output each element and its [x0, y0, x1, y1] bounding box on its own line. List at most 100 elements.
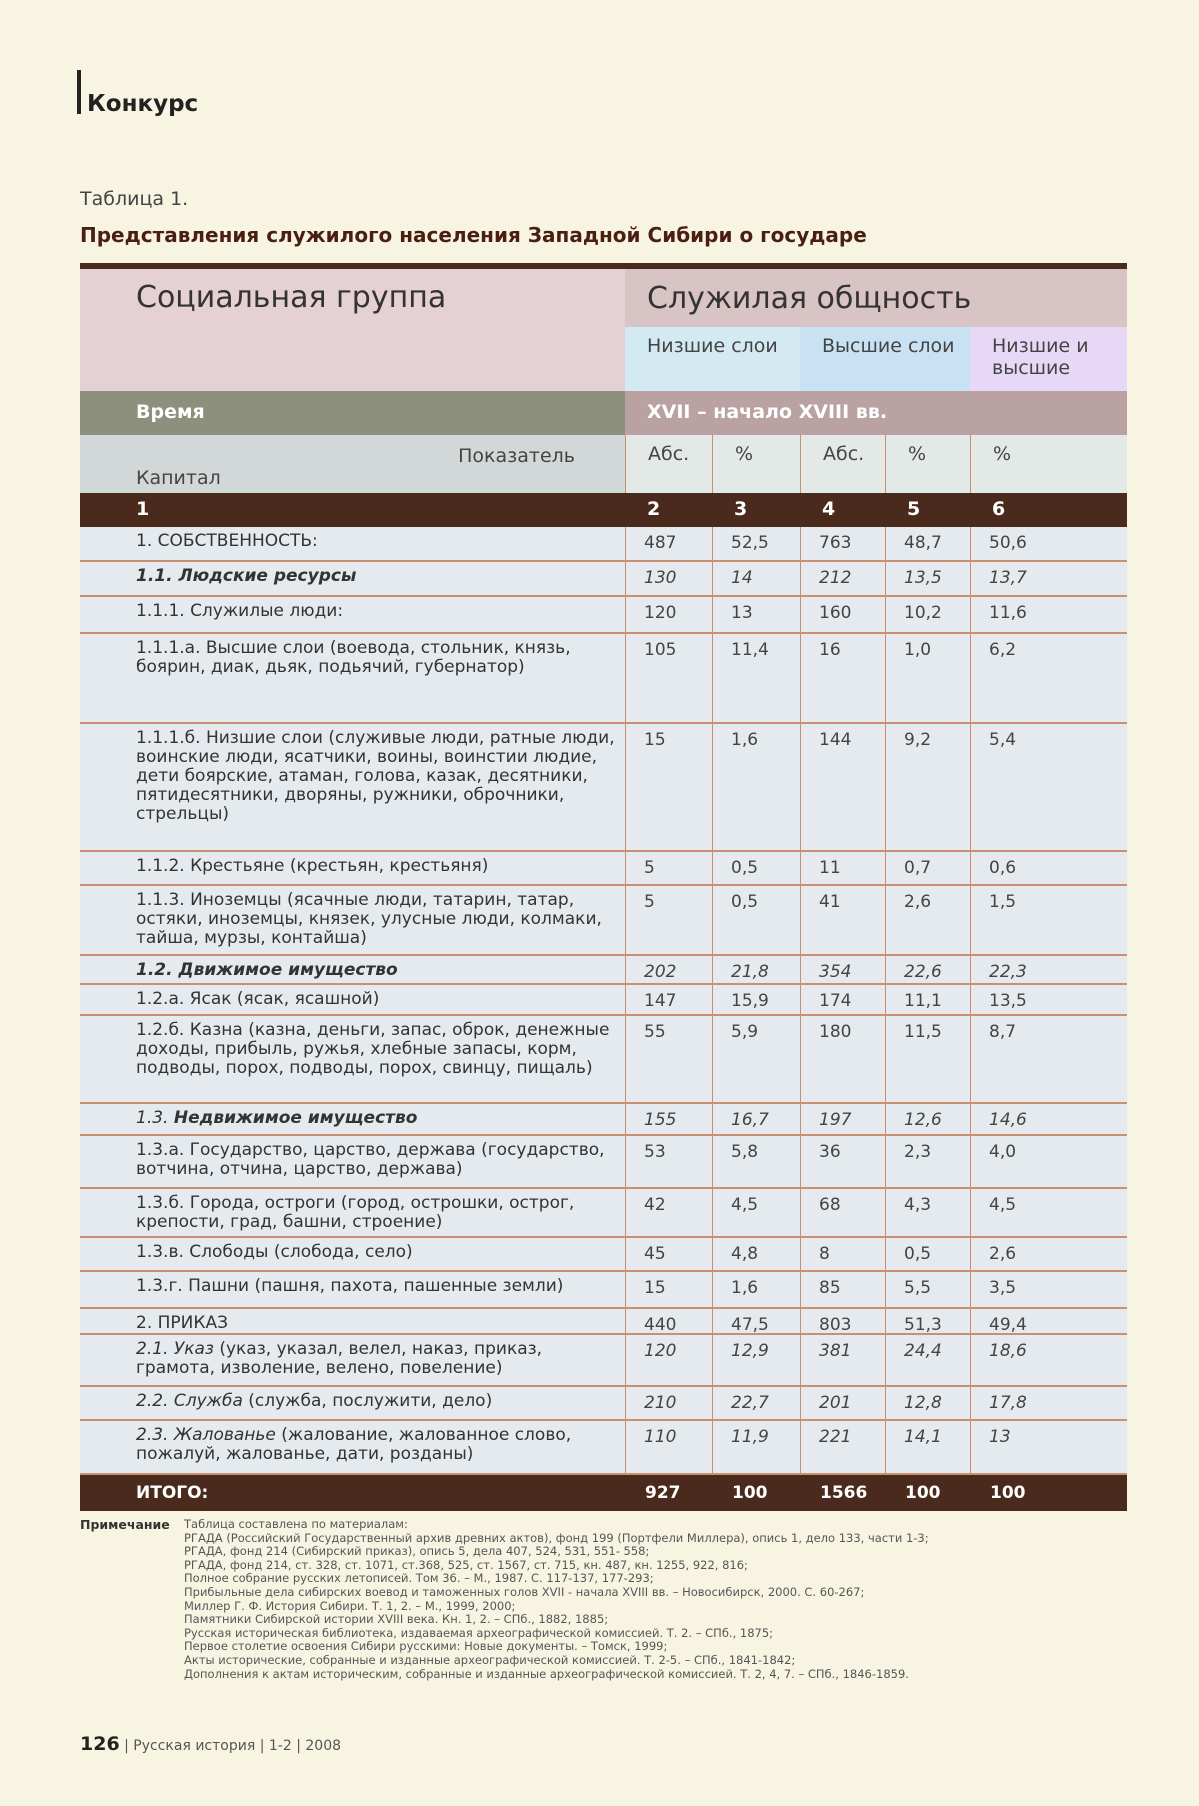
table-top-rule — [80, 263, 1127, 269]
row-value: 12,9 — [712, 1335, 800, 1385]
row-label: 1.1.1.а. Высшие слои (воевода, стольник,… — [136, 638, 571, 677]
column-number-row: 1 2 3 4 5 6 — [80, 493, 1127, 527]
row-value: 18,6 — [970, 1335, 1127, 1385]
row-value: 17,8 — [970, 1387, 1127, 1419]
row-value: 5,9 — [712, 1016, 800, 1102]
col-label: Абс. — [625, 435, 712, 493]
table-row: 2.1. Указ (указ, указал, велел, наказ, п… — [80, 1335, 1127, 1387]
row-value: 13 — [970, 1421, 1127, 1473]
page-number: 126 — [80, 1733, 120, 1755]
community-title: Служилая общность — [647, 281, 972, 316]
row-value: 14,1 — [885, 1421, 970, 1473]
row-value: 105 — [625, 634, 712, 722]
row-value: 50,6 — [970, 527, 1127, 560]
row-value: 11,4 — [712, 634, 800, 722]
subgroup-upper: Высшие слои — [800, 327, 970, 391]
row-label: 1.2.а. Ясак (ясак, ясашной) — [136, 989, 380, 1009]
row-value: 11,9 — [712, 1421, 800, 1473]
row-value: 11 — [800, 852, 885, 884]
row-value: 487 — [625, 527, 712, 560]
table-row: 1.2.б. Казна (казна, деньги, запас, обро… — [80, 1016, 1127, 1104]
row-value: 381 — [800, 1335, 885, 1385]
table-title: Представления служилого населения Западн… — [80, 223, 867, 247]
row-label: 1.3.г. Пашни (пашня, пахота, пашенные зе… — [136, 1276, 564, 1296]
capital-label: Капитал — [136, 467, 221, 489]
table-row: 1.1. Людские ресурсы 130 14 212 13,5 13,7 — [80, 562, 1127, 597]
table-body: 1. СОБСТВЕННОСТЬ: 487 52,5 763 48,7 50,6 1.1. … — [80, 527, 1127, 1475]
note-line: Прибыльные дела сибирских воевод и тамож… — [184, 1584, 865, 1599]
row-label-prefix: 2.2. Служба — [136, 1391, 243, 1411]
time-label: Время — [80, 391, 625, 435]
table-row: 1.3.б. Города, остроги (город, острошки,… — [80, 1189, 1127, 1238]
row-label-text: (служба, послужити, дело) — [242, 1391, 493, 1411]
table-row: 1.3. Недвижимое имущество 155 16,7 197 12,6 1… — [80, 1104, 1127, 1136]
row-value: 201 — [800, 1387, 885, 1419]
row-value: 15,9 — [712, 985, 800, 1014]
row-value: 51,3 — [885, 1309, 970, 1335]
row-value: 4,3 — [885, 1189, 970, 1236]
row-value: 85 — [800, 1272, 885, 1307]
row-label: 1.3.б. Города, остроги (город, острошки,… — [136, 1193, 575, 1232]
table-row: 1.2. Движимое имущество 202 21,8 354 22,6 22,… — [80, 956, 1127, 985]
total-value: 100 — [905, 1483, 941, 1503]
row-value: 8,7 — [970, 1016, 1127, 1102]
row-value: 14,6 — [970, 1104, 1127, 1134]
row-value: 11,6 — [970, 597, 1127, 632]
row-value: 120 — [625, 597, 712, 632]
indicator-row: Показатель Капитал Абс. % Абс. % % — [80, 435, 1127, 493]
row-value: 2,6 — [970, 1238, 1127, 1270]
table-row: 1.1.1.б. Низшие слои (служивые люди, рат… — [80, 724, 1127, 852]
col-number: 4 — [822, 498, 836, 520]
community-header: Служилая общность Низшие слои Высшие сло… — [625, 269, 1127, 391]
table-row: 2. ПРИКАЗ 440 47,5 803 51,3 49,4 — [80, 1309, 1127, 1335]
row-value: 13,5 — [885, 562, 970, 595]
row-value: 36 — [800, 1136, 885, 1187]
row-label: 1.1.1.б. Низшие слои (служивые люди, рат… — [136, 728, 615, 824]
row-value: 12,6 — [885, 1104, 970, 1134]
col-number: 5 — [907, 498, 921, 520]
row-value: 9,2 — [885, 724, 970, 850]
total-value: 927 — [645, 1483, 681, 1503]
row-label: 1.3.в. Слободы (слобода, село) — [136, 1242, 413, 1262]
notes: Примечание Таблица составлена по материа… — [80, 1517, 929, 1681]
row-value: 1,5 — [970, 886, 1127, 954]
row-value: 48,7 — [885, 527, 970, 560]
table-row: 1.3.а. Государство, царство, держава (го… — [80, 1136, 1127, 1189]
row-value: 0,6 — [970, 852, 1127, 884]
row-value: 110 — [625, 1421, 712, 1473]
section-bar — [77, 70, 81, 114]
row-value: 53 — [625, 1136, 712, 1187]
row-value: 1,6 — [712, 724, 800, 850]
subgroup-both: Низшие и высшие — [970, 327, 1127, 391]
row-value: 2,6 — [885, 886, 970, 954]
table-row: 1.1.3. Иноземцы (ясачные люди, татарин, … — [80, 886, 1127, 956]
table-row: 2.3. Жалованье (жалование, жалованное сл… — [80, 1421, 1127, 1475]
row-value: 5 — [625, 886, 712, 954]
row-label: 1.3. Недвижимое имущество — [80, 1104, 625, 1134]
row-label: 2.3. Жалованье (жалование, жалованное сл… — [80, 1421, 625, 1473]
section-title: Конкурс — [87, 91, 199, 117]
row-label: 1.3.а. Государство, царство, держава (го… — [136, 1140, 605, 1179]
social-group-header: Социальная группа — [80, 269, 625, 391]
time-value: XVII – начало XVIII вв. — [625, 391, 1127, 435]
table-header: Социальная группа Служилая общность Низш… — [80, 269, 1127, 391]
note-line: Дополнения к актам историческим, собранн… — [184, 1666, 909, 1681]
row-label-text: 1.2. Движимое имущество — [136, 960, 398, 980]
row-value: 5,4 — [970, 724, 1127, 850]
note-line: Полное собрание русских летописей. Том 3… — [184, 1571, 654, 1586]
total-value: 1566 — [820, 1483, 868, 1503]
row-label-text: 1.1. Людские ресурсы — [136, 566, 357, 586]
row-value: 13,7 — [970, 562, 1127, 595]
row-value: 24,4 — [885, 1335, 970, 1385]
note-line: Таблица составлена по материалам: — [184, 1517, 408, 1531]
table-row: 1. СОБСТВЕННОСТЬ: 487 52,5 763 48,7 50,6 — [80, 527, 1127, 562]
notes-label: Примечание — [80, 1517, 170, 1532]
row-value: 144 — [800, 724, 885, 850]
table-row: 1.3.в. Слободы (слобода, село) 45 4,8 8 0,5 2… — [80, 1238, 1127, 1272]
table-row: 1.1.1.а. Высшие слои (воевода, стольник,… — [80, 634, 1127, 724]
row-value: 45 — [625, 1238, 712, 1270]
total-label: ИТОГО: — [136, 1483, 209, 1503]
row-value: 10,2 — [885, 597, 970, 632]
row-value: 41 — [800, 886, 885, 954]
subgroup-lower: Низшие слои — [625, 327, 800, 391]
